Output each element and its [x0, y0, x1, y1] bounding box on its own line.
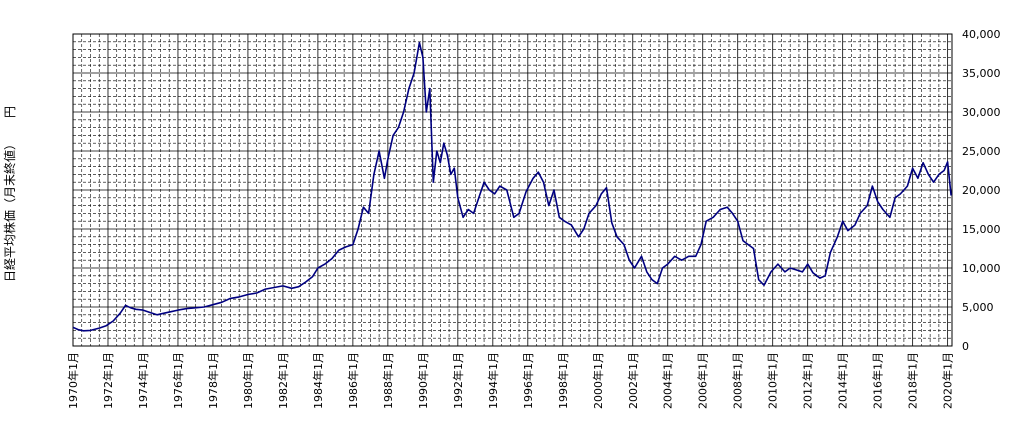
x-tick-label: 2004年1月: [661, 352, 675, 409]
nikkei-average-line: [72, 41, 952, 332]
x-tick-label: 2002年1月: [626, 352, 640, 409]
x-tick-label: 1984年1月: [311, 352, 325, 409]
x-tick-label: 1970年1月: [66, 352, 80, 409]
plot-frame: [72, 33, 953, 347]
x-tick-label: 1986年1月: [346, 352, 360, 409]
unit-label: 円: [3, 106, 17, 118]
x-tick-label: 1996年1月: [521, 352, 535, 409]
x-tick-label: 1982年1月: [276, 352, 290, 409]
x-tick-label: 1994年1月: [486, 352, 500, 409]
x-tick-label: 2020年1月: [941, 352, 955, 409]
x-tick-label: 2008年1月: [731, 352, 745, 409]
y-tick-label: 5,000: [962, 301, 994, 314]
x-tick-label: 1974年1月: [136, 352, 150, 409]
y-tick-label: 20,000: [962, 184, 1001, 197]
y-tick-label: 10,000: [962, 262, 1001, 275]
y-tick-label: 35,000: [962, 67, 1001, 80]
x-tick-label: 1978年1月: [206, 352, 220, 409]
y-tick-label: 30,000: [962, 106, 1001, 119]
y-axis-ticks: 0 5,000 10,000 15,000 20,000 25,000 30,000 35,0…: [962, 28, 1001, 353]
y-tick-label: 25,000: [962, 145, 1001, 158]
x-tick-label: 1988年1月: [381, 352, 395, 409]
x-tick-label: 2012年1月: [801, 352, 815, 409]
x-tick-label: 2016年1月: [871, 352, 885, 409]
x-tick-label: 1972年1月: [101, 352, 115, 409]
x-tick-label: 2018年1月: [906, 352, 920, 409]
y-tick-label: 0: [962, 340, 969, 353]
y-axis-title: 日経平均株価（月末終値）: [2, 138, 17, 282]
x-tick-label: 1976年1月: [171, 352, 185, 409]
y-tick-label: 40,000: [962, 28, 1001, 41]
y-tick-label: 15,000: [962, 223, 1001, 236]
x-tick-label: 2000年1月: [591, 352, 605, 409]
x-tick-label: 1990年1月: [416, 352, 430, 409]
x-tick-label: 1998年1月: [556, 352, 570, 409]
x-tick-label: 2010年1月: [766, 352, 780, 409]
x-tick-label: 1980年1月: [241, 352, 255, 409]
x-tick-label: 2006年1月: [696, 352, 710, 409]
x-tick-label: 1992年1月: [451, 352, 465, 409]
x-tick-label: 2014年1月: [836, 352, 850, 409]
x-axis-ticks: 1970年1月 1972年1月 1974年1月 1976年1月 1978年1月 1980年…: [66, 352, 955, 409]
